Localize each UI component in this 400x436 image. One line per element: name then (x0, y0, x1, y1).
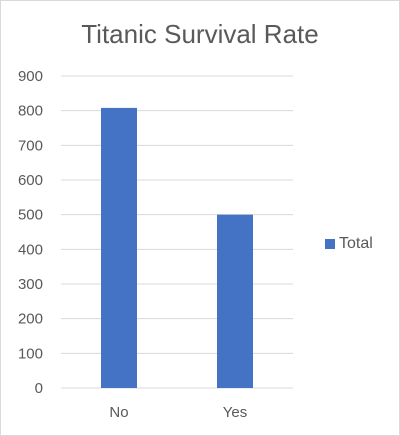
bar-no (101, 107, 137, 388)
y-tick-label: 600 (18, 172, 43, 189)
y-tick-label: 500 (18, 207, 43, 224)
bar-yes (217, 214, 253, 388)
x-tick-label: Yes (223, 404, 247, 421)
y-tick-label: 800 (18, 103, 43, 120)
y-tick-label: 300 (18, 276, 43, 293)
legend: Total (325, 235, 373, 253)
y-tick-label: 0 (35, 380, 43, 397)
chart-title: Titanic Survival Rate (81, 19, 319, 49)
y-tick-label: 200 (18, 311, 43, 328)
y-tick-label: 700 (18, 137, 43, 154)
legend-swatch (325, 239, 335, 249)
y-tick-label: 900 (18, 68, 43, 85)
legend-label: Total (339, 235, 373, 252)
y-tick-label: 400 (18, 241, 43, 258)
y-tick-label: 100 (18, 345, 43, 362)
x-tick-label: No (109, 404, 128, 421)
